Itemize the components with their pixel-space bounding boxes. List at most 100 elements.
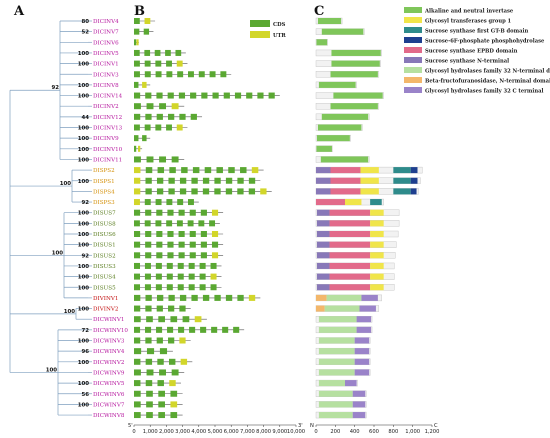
gene-tick-label: 9,000 — [272, 429, 287, 435]
cds-block — [168, 294, 175, 301]
cds-block — [167, 231, 174, 237]
bootstrap-value: 92 — [51, 85, 59, 91]
cds-block — [157, 167, 165, 174]
gene-tick-label: 10,000 — [287, 429, 305, 435]
domain-block — [316, 177, 331, 184]
gene-label-dicwinv4: DICWINV4 — [93, 349, 125, 355]
utr-block — [176, 60, 183, 67]
cds-block — [178, 326, 185, 333]
cds-block — [179, 113, 186, 120]
cds-block — [158, 316, 165, 323]
gene-label-dicinv11: DICINV11 — [93, 157, 122, 163]
cds-block — [146, 390, 153, 397]
gene-label-dicinv1: DICINV1 — [93, 62, 119, 68]
utr-block — [210, 273, 217, 280]
utr-block — [169, 380, 176, 387]
bootstrap-value: 92 — [81, 253, 89, 259]
bootstrap-value: 100 — [78, 157, 90, 163]
cds-block — [191, 294, 198, 301]
gene-label-dicinv10: DICINV10 — [93, 147, 123, 153]
domain-block — [316, 188, 331, 195]
cds-block — [156, 209, 163, 216]
cds-block — [168, 337, 175, 344]
domain-block — [393, 167, 411, 174]
domain-block — [356, 316, 372, 323]
utr-block — [142, 81, 147, 88]
protein-tick-label: 1,000 — [405, 429, 420, 435]
cds-block — [166, 262, 173, 269]
domain-block — [316, 241, 330, 248]
cds-block — [210, 284, 217, 291]
cds-block — [200, 231, 207, 237]
utr-block — [136, 39, 139, 46]
cds-block — [178, 252, 185, 259]
cds-block — [202, 294, 210, 301]
gene-label-dicwinv2: DICWINV2 — [93, 360, 125, 366]
gene-label-dicinv3: DICINV3 — [93, 72, 119, 78]
cds-block — [145, 241, 152, 248]
gene-label-dicinv4: DICINV4 — [93, 19, 119, 25]
cds-block — [156, 326, 163, 333]
gene-label-dicinv13: DICINV13 — [93, 126, 123, 132]
cds-block — [171, 156, 179, 163]
domain-block — [370, 209, 384, 216]
cds-block — [134, 412, 141, 419]
cds-block — [144, 262, 151, 269]
utr-block — [211, 252, 219, 259]
cds-block — [188, 199, 194, 206]
gene-tick-label: 5,000 — [208, 429, 223, 435]
gene-label-disus1: DISUS1 — [93, 243, 116, 249]
cds-block — [166, 71, 173, 78]
domain-legend-label: Glycosyl hydrolases family 32 N-terminal… — [425, 69, 550, 75]
gene-tick-label: 1,000 — [143, 429, 158, 435]
gene-label-dicwinv7: DICWINV7 — [93, 402, 125, 408]
domain-block — [352, 401, 366, 408]
bootstrap-value: 100 — [78, 339, 90, 345]
domain-legend-label: Sucrose synthase N-terminal — [425, 59, 509, 65]
gene-tick-label: 6,000 — [224, 429, 239, 435]
gene-label-disus6: DISUS6 — [93, 232, 116, 238]
cds-block — [188, 284, 195, 291]
gene-label-dicinv8: DICINV8 — [93, 83, 119, 89]
bootstrap-value: 52 — [81, 30, 89, 36]
cds-block — [166, 273, 173, 280]
gene-label-disps2: DISPS2 — [93, 168, 115, 174]
domain-block — [316, 284, 330, 291]
protein-end-label: N — [310, 423, 314, 429]
cds-block — [134, 326, 141, 333]
domain-legend-label: Glycosyl hydrolases family 32 C terminal — [425, 89, 543, 95]
domain-block — [330, 188, 361, 195]
cds-block — [168, 188, 175, 195]
cds-block — [134, 81, 139, 88]
cds-block — [233, 326, 240, 333]
domain-legend-swatch — [404, 47, 422, 53]
cds-block — [155, 284, 162, 291]
cds-block — [159, 369, 167, 376]
utr-block — [134, 188, 141, 195]
cds-block — [211, 241, 219, 248]
domain-block — [318, 380, 345, 387]
domain-block — [316, 39, 328, 46]
gene-label-dicwinv9: DICWINV9 — [93, 370, 125, 376]
cds-block — [134, 71, 140, 78]
domain-block — [316, 145, 332, 152]
cds-block — [166, 220, 173, 227]
gene-length-axis: 0 1,000 2,000 3,000 4,000 5,000 6,000 7,000 8,00… — [128, 423, 305, 435]
gene-tick-label: 3,000 — [175, 429, 190, 435]
domain-block — [393, 188, 411, 195]
bootstrap-value: 100 — [78, 232, 90, 238]
bootstrap-value: 100 — [78, 51, 90, 57]
cds-block — [200, 209, 207, 216]
domain-block — [316, 273, 330, 280]
cds-block — [134, 39, 137, 46]
cds-block — [223, 92, 230, 99]
bootstrap-value: 80 — [81, 19, 89, 25]
gene-label-disps3: DISPS3 — [93, 200, 115, 206]
cds-block — [134, 49, 140, 56]
cds-block — [209, 71, 216, 78]
cds-block — [168, 358, 176, 365]
gene-label-disus5: DISUS5 — [93, 285, 116, 291]
cds-block — [198, 71, 205, 78]
domain-block — [316, 262, 330, 269]
gene-label-dicwinv6: DICWINV6 — [93, 392, 125, 398]
